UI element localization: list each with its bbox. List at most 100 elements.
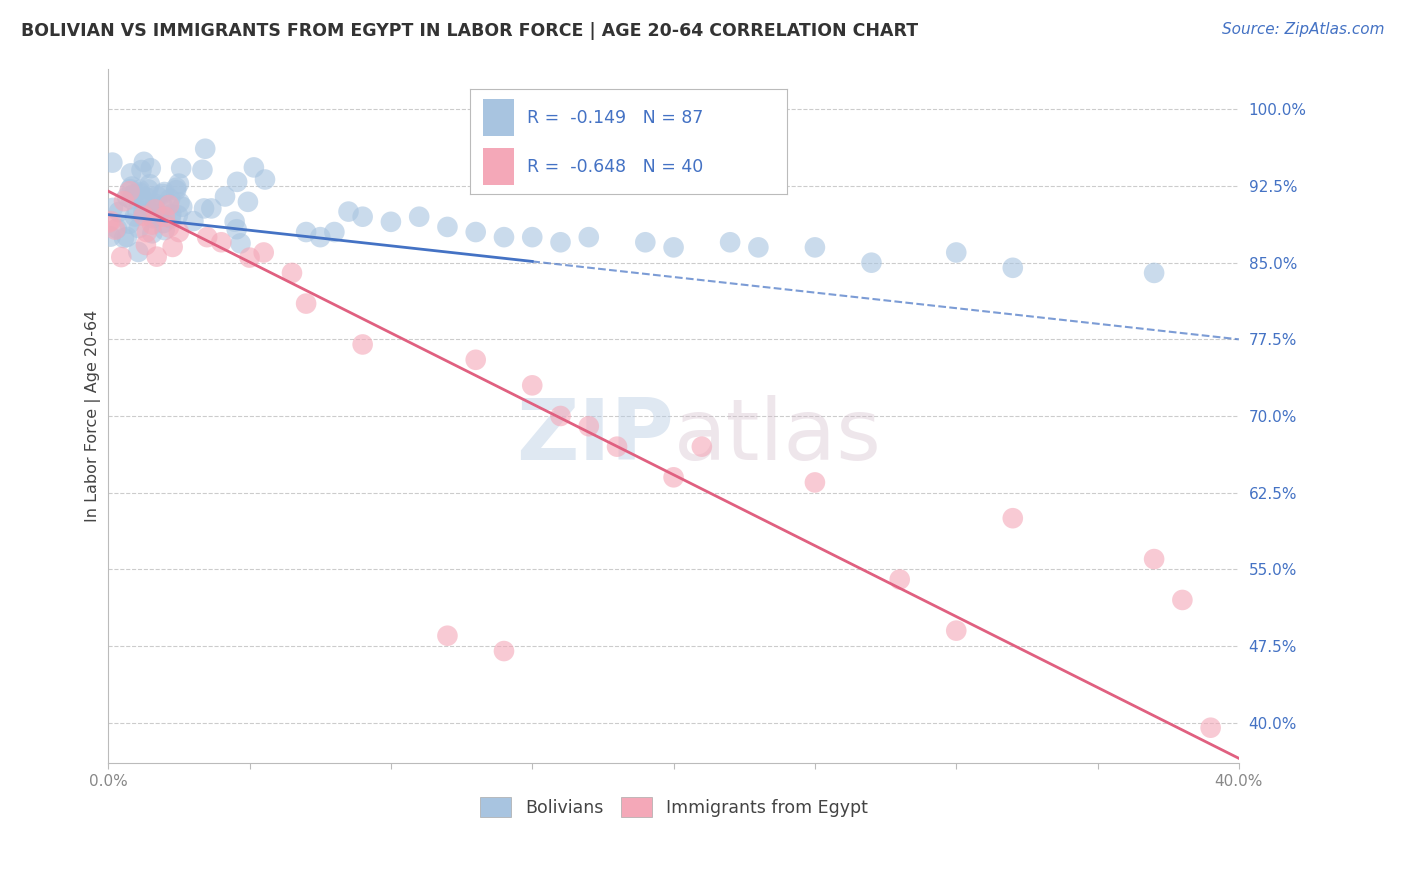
Point [153,185,176,199]
Point [148,207,170,221]
Point [295,225,318,239]
Point [167,225,190,239]
Point [225,222,247,236]
Text: ZIP: ZIP [516,395,673,478]
Point [323,225,346,239]
Point [132,154,155,169]
Point [690,440,713,454]
Point [253,245,276,260]
Point [195,230,218,244]
Point [121,179,143,194]
Point [226,175,249,189]
Point [492,230,515,244]
Point [152,186,174,201]
Point [131,163,153,178]
Point [118,184,141,198]
Point [105,221,128,235]
Point [127,204,149,219]
Point [634,235,657,250]
Point [162,240,184,254]
Point [945,624,967,638]
Point [522,230,544,244]
Point [214,189,236,203]
Point [165,180,187,194]
Point [115,190,138,204]
Point [243,161,266,175]
Point [135,225,157,239]
Point [139,207,162,221]
Point [141,227,163,241]
Point [160,211,183,226]
Point [253,172,276,186]
Point [1199,721,1222,735]
Point [127,244,149,259]
Point [146,207,169,221]
Point [380,215,402,229]
Point [945,245,967,260]
Point [101,201,124,215]
Point [281,266,304,280]
Point [165,183,187,197]
Point [229,236,252,251]
Text: atlas: atlas [673,395,882,478]
Point [157,198,180,212]
Point [143,202,166,217]
Point [804,240,827,254]
Point [1171,593,1194,607]
Point [200,202,222,216]
Point [132,209,155,223]
Point [236,194,259,209]
Point [436,629,458,643]
Point [118,217,141,231]
Point [145,211,167,225]
Point [239,251,262,265]
Point [578,419,600,434]
Point [145,250,167,264]
Point [152,199,174,213]
Point [167,208,190,222]
Point [120,192,142,206]
Point [550,409,572,423]
Point [160,207,183,221]
Point [115,230,138,244]
Point [718,235,741,250]
Point [124,210,146,224]
Point [578,230,600,244]
Point [101,155,124,169]
Point [1001,511,1024,525]
Point [804,475,827,490]
Point [492,644,515,658]
Point [309,230,332,244]
Point [128,183,150,197]
Point [97,215,120,229]
Point [153,210,176,224]
Point [122,187,145,202]
Point [352,337,374,351]
Legend: Bolivians, Immigrants from Egypt: Bolivians, Immigrants from Egypt [472,790,875,824]
Point [157,220,180,235]
Point [170,161,193,175]
Point [132,204,155,219]
Point [139,161,162,176]
Point [606,440,628,454]
Point [100,214,122,228]
Point [112,231,135,245]
Point [135,190,157,204]
Point [120,166,142,180]
Point [152,216,174,230]
Point [1143,552,1166,566]
Point [135,238,157,252]
Point [522,378,544,392]
Point [104,222,127,236]
Point [143,196,166,211]
Point [464,225,486,239]
Point [1001,260,1024,275]
Point [159,192,181,206]
Point [860,256,883,270]
Point [172,200,194,214]
Point [108,205,131,219]
Point [1143,266,1166,280]
Point [295,296,318,310]
Point [194,142,217,156]
Point [141,218,163,232]
